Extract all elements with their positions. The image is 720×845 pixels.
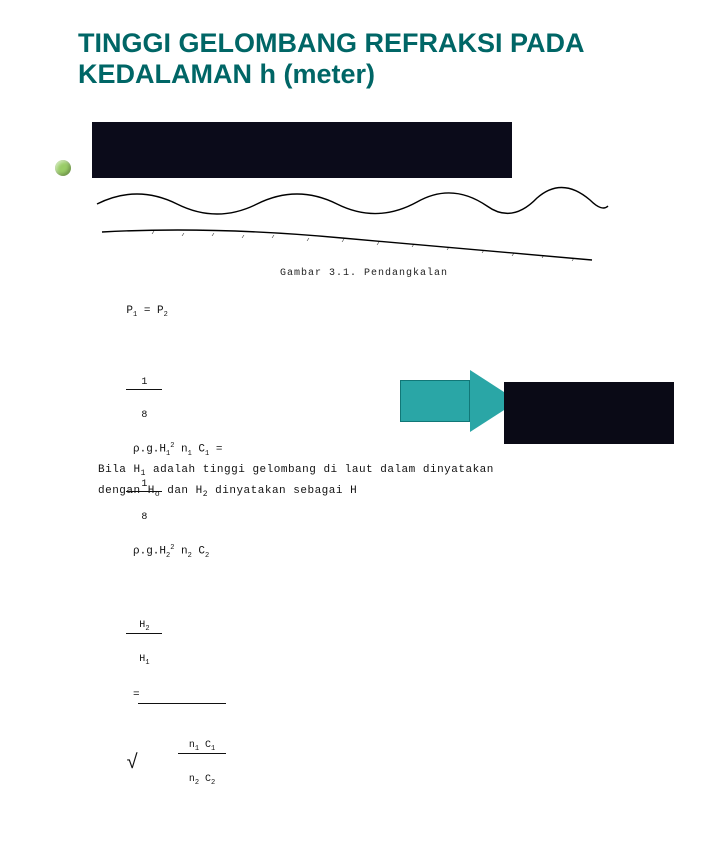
bottom-paragraph: Bila H1 adalah tinggi gelombang di laut … <box>98 460 494 503</box>
sqrt-den: n2 C2 <box>178 775 226 787</box>
title-text: TINGGI GELOMBANG REFRAKSI PADA KEDALAMAN… <box>78 28 680 90</box>
dark-box-right <box>504 382 674 444</box>
sqrt-num: n1 C1 <box>178 741 226 754</box>
eq-line-1: P1 = P2 <box>100 290 226 335</box>
eq-line-3: H2 H1 = √ n1 C1 n2 C2 <box>100 585 226 837</box>
bl2a: dengan H <box>98 485 155 497</box>
bottom-line-2: dengan Ho dan H2 dinyatakan sebagai H <box>98 481 494 502</box>
ratio-num: H2 <box>126 621 162 634</box>
ratio-den: H1 <box>126 655 162 667</box>
bl1a: Bila H <box>98 464 141 476</box>
frac2-den: 8 <box>126 513 162 524</box>
bl2b: dan H <box>160 485 203 497</box>
slide-title: TINGGI GELOMBANG REFRAKSI PADA KEDALAMAN… <box>78 28 680 90</box>
frac1-num: 1 <box>126 378 162 390</box>
bl1b: adalah tinggi gelombang di laut dalam di… <box>146 464 494 476</box>
frac1-den: 8 <box>126 411 162 422</box>
sqrt-frac: n1 C1 n2 C2 <box>178 720 226 809</box>
frac-1: 1 8 <box>126 357 162 442</box>
wave-caption: Gambar 3.1. Pendangkalan <box>280 268 448 279</box>
arrow-icon <box>400 370 520 432</box>
equations-block: P1 = P2 1 8 ρ.g.H12 n1 C1 = 1 8 ρ.g.H22 … <box>100 290 226 845</box>
arrow-body <box>400 380 470 422</box>
bullet-icon <box>55 160 71 176</box>
wave-diagram <box>92 176 612 266</box>
ratio-frac: H2 H1 <box>126 600 162 689</box>
bl2c: dinyatakan sebagai H <box>208 485 357 497</box>
bottom-line-1: Bila H1 adalah tinggi gelombang di laut … <box>98 460 494 481</box>
dark-band-top <box>92 122 512 178</box>
